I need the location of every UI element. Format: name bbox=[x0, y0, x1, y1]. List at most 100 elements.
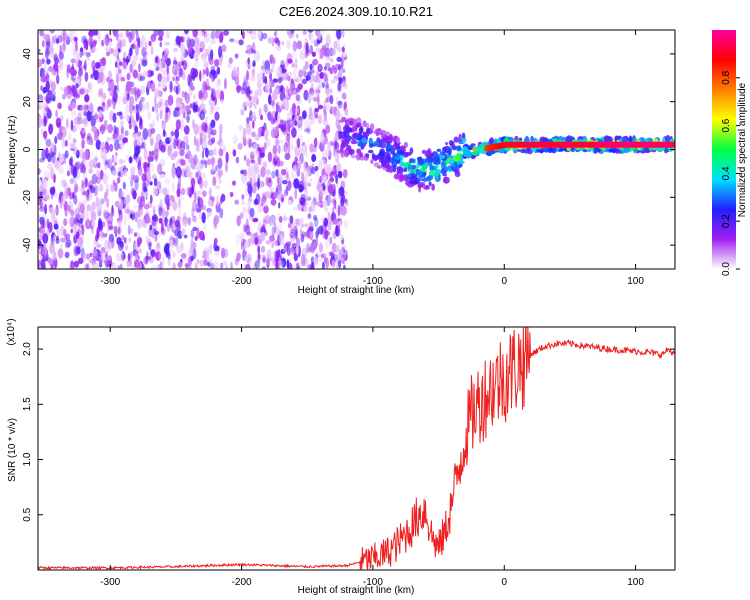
heatmap-cell bbox=[164, 41, 171, 46]
heatmap-cell bbox=[267, 178, 272, 188]
heatmap-cell bbox=[84, 94, 90, 103]
heatmap-cell bbox=[75, 149, 80, 159]
heatmap-cell bbox=[278, 221, 283, 232]
heatmap-cell bbox=[98, 235, 105, 241]
heatmap-cell bbox=[449, 159, 455, 165]
heatmap-cell bbox=[314, 30, 319, 36]
heatmap-cell bbox=[257, 245, 261, 254]
heatmap-cell bbox=[73, 147, 78, 156]
heatmap-cell bbox=[132, 69, 138, 79]
heatmap-cell bbox=[256, 150, 260, 158]
heatmap-cell bbox=[92, 40, 97, 48]
heatmap-cell bbox=[342, 51, 347, 58]
heatmap-cell bbox=[139, 57, 144, 64]
heatmap-cell bbox=[91, 226, 94, 234]
heatmap-cell bbox=[249, 207, 255, 218]
heatmap-cell bbox=[605, 141, 609, 148]
heatmap-cell bbox=[177, 182, 180, 190]
heatmap-cell bbox=[341, 246, 346, 253]
heatmap-cell bbox=[87, 82, 93, 94]
heatmap-cell bbox=[166, 64, 169, 76]
heatmap-cell bbox=[248, 89, 253, 95]
heatmap-cell bbox=[69, 216, 75, 228]
heatmap-cell bbox=[155, 135, 161, 140]
heatmap-cell bbox=[84, 148, 89, 161]
heatmap-cell bbox=[80, 247, 85, 260]
heatmap-cell bbox=[75, 121, 80, 132]
heatmap-cell bbox=[286, 76, 290, 81]
spectrogram-x-axis-label: Height of straight line (km) bbox=[298, 285, 415, 296]
heatmap-cell bbox=[555, 141, 559, 148]
heatmap-cell bbox=[312, 61, 315, 70]
heatmap-cell bbox=[104, 239, 110, 250]
heatmap-cell bbox=[344, 107, 349, 116]
heatmap-cell bbox=[293, 178, 300, 189]
heatmap-cell bbox=[362, 131, 368, 140]
heatmap-cell bbox=[120, 125, 124, 135]
heatmap-cell bbox=[154, 103, 159, 114]
heatmap-cell bbox=[97, 208, 101, 217]
heatmap-cell bbox=[210, 39, 216, 45]
heatmap-cell bbox=[218, 147, 224, 157]
heatmap-cell bbox=[576, 141, 580, 148]
heatmap-cell bbox=[44, 203, 47, 215]
heatmap-cell bbox=[166, 201, 170, 211]
heatmap-cell bbox=[335, 173, 338, 184]
heatmap-cell bbox=[290, 247, 294, 252]
heatmap-cell bbox=[292, 68, 297, 80]
heatmap-cell bbox=[45, 138, 52, 147]
heatmap-cell bbox=[103, 119, 108, 131]
heatmap-cell bbox=[174, 69, 177, 77]
heatmap-cell bbox=[265, 138, 271, 148]
heatmap-cell bbox=[96, 243, 102, 248]
heatmap-cell bbox=[199, 137, 203, 146]
heatmap-cell bbox=[172, 251, 176, 258]
heatmap-cell bbox=[75, 39, 78, 52]
heatmap-cell bbox=[38, 258, 41, 269]
heatmap-cell bbox=[359, 152, 364, 159]
heatmap-cell bbox=[329, 251, 334, 257]
spectrogram-marks bbox=[38, 30, 675, 269]
heatmap-cell bbox=[92, 263, 98, 269]
heatmap-cell bbox=[166, 57, 171, 67]
heatmap-cell bbox=[158, 80, 161, 86]
heatmap-cell bbox=[65, 233, 71, 242]
heatmap-cell bbox=[92, 48, 98, 53]
heatmap-cell bbox=[264, 199, 269, 208]
heatmap-cell bbox=[98, 117, 102, 123]
heatmap-cell bbox=[277, 112, 281, 125]
heatmap-cell bbox=[330, 79, 335, 84]
heatmap-cell bbox=[167, 258, 171, 267]
heatmap-cell bbox=[273, 222, 277, 234]
heatmap-cell bbox=[137, 131, 142, 137]
heatmap-cell bbox=[288, 120, 294, 126]
heatmap-cell bbox=[111, 81, 114, 93]
heatmap-cell bbox=[85, 264, 89, 269]
heatmap-cell bbox=[295, 138, 300, 146]
heatmap-cell bbox=[534, 141, 538, 148]
heatmap-cell bbox=[151, 227, 155, 239]
heatmap-cell bbox=[192, 226, 198, 232]
heatmap-cell bbox=[270, 100, 276, 107]
heatmap-cell bbox=[116, 32, 119, 41]
heatmap-cell bbox=[665, 141, 669, 148]
heatmap-cell bbox=[265, 240, 271, 245]
heatmap-cell bbox=[203, 259, 208, 266]
heatmap-cell bbox=[146, 167, 151, 175]
heatmap-cell bbox=[294, 120, 298, 127]
heatmap-cell bbox=[52, 259, 57, 269]
heatmap-cell bbox=[132, 119, 137, 127]
heatmap-cell bbox=[199, 203, 203, 211]
heatmap-cell bbox=[38, 142, 41, 147]
heatmap-cell bbox=[132, 134, 138, 140]
heatmap-cell bbox=[154, 88, 160, 99]
heatmap-cell bbox=[232, 180, 236, 186]
heatmap-cell bbox=[323, 252, 328, 259]
heatmap-cell bbox=[333, 40, 338, 50]
heatmap-cell bbox=[168, 195, 174, 201]
heatmap-cell bbox=[254, 88, 258, 98]
heatmap-cell bbox=[122, 60, 128, 70]
heatmap-cell bbox=[141, 59, 148, 67]
heatmap-cell bbox=[216, 30, 222, 36]
heatmap-cell bbox=[323, 217, 328, 228]
